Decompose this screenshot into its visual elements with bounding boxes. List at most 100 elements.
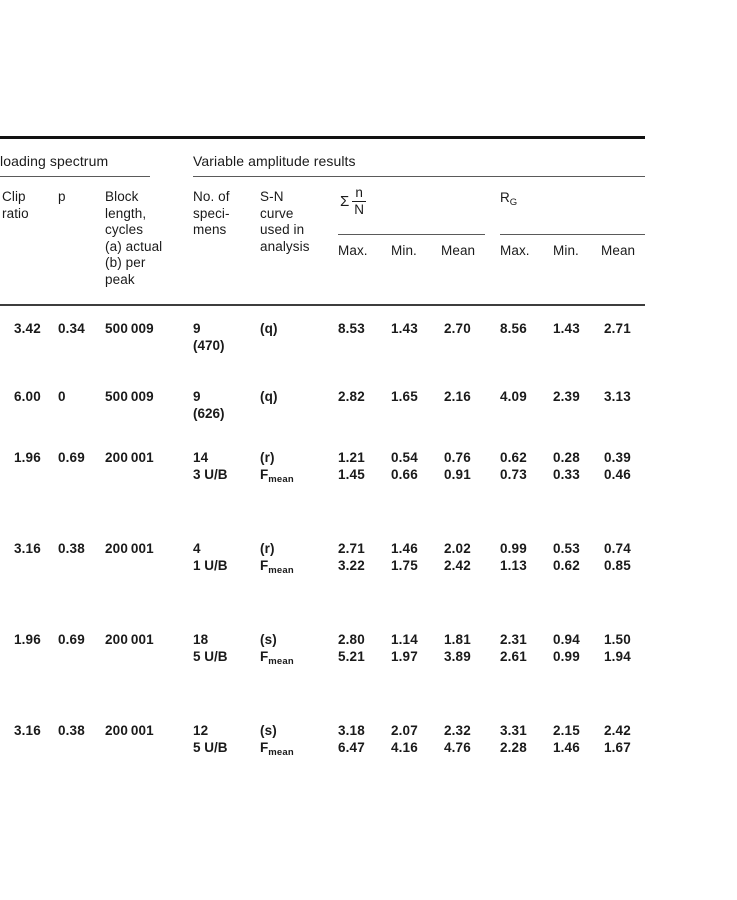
cell-p: 0 (58, 389, 66, 404)
cell-sum-min: 2.07 (391, 723, 418, 738)
cell-rg-max: 4.09 (500, 389, 527, 404)
column-header-sum-min: Min. (391, 243, 417, 258)
cell-sum-max: 2.82 (338, 389, 365, 404)
cell-sn-curve-fmean: Fmean (260, 467, 294, 486)
cell-rg-max: 0.62 (500, 450, 527, 465)
column-header-block-length: Block length, cycles (a) actual (b) per … (105, 189, 163, 287)
fraction-bar (352, 200, 367, 202)
cell-specimens-line1: 9 (193, 321, 201, 336)
fmean-base: F (260, 649, 269, 664)
column-header-sn-curve: S-N curve used in analysis (260, 189, 310, 254)
cell-sum-mean-2: 0.91 (444, 467, 471, 482)
cell-p: 0.34 (58, 321, 85, 336)
cell-sn-curve-line1: (s) (260, 632, 277, 647)
cell-rg-min-2: 0.62 (553, 558, 580, 573)
cell-sum-min: 1.46 (391, 541, 418, 556)
cell-rg-max: 0.99 (500, 541, 527, 556)
cell-specimens-line2: (626) (193, 406, 225, 421)
cell-sum-max: 3.18 (338, 723, 365, 738)
cell-rg-max: 3.31 (500, 723, 527, 738)
group-rule-loading-spectrum (0, 176, 150, 178)
cell-rg-max: 8.56 (500, 321, 527, 336)
cell-specimens-line2: 5 U/B (193, 649, 228, 664)
cell-sn-curve-line1: (q) (260, 321, 278, 336)
cell-sum-min: 1.14 (391, 632, 418, 647)
cell-sum-min-2: 1.75 (391, 558, 418, 573)
cell-rg-min-2: 0.99 (553, 649, 580, 664)
group-header-variable-amplitude-results: Variable amplitude results (193, 153, 356, 169)
cell-rg-min: 0.94 (553, 632, 580, 647)
cell-p: 0.38 (58, 723, 85, 738)
cell-rg-mean: 2.71 (604, 321, 631, 336)
fmean-subscript: mean (268, 473, 294, 485)
column-header-clip-ratio: Clip ratio (2, 189, 29, 221)
cell-rg-mean-2: 0.46 (604, 467, 631, 482)
cell-rg-min: 1.43 (553, 321, 580, 336)
group-rule-variable-amplitude (193, 176, 645, 178)
cell-rg-mean-2: 0.85 (604, 558, 631, 573)
header-body-separator-rule (0, 304, 645, 306)
cell-sum-max: 8.53 (338, 321, 365, 336)
cell-p: 0.69 (58, 450, 85, 465)
cell-sum-min-2: 0.66 (391, 467, 418, 482)
fraction-numerator: n (355, 185, 363, 200)
fmean-subscript: mean (268, 746, 294, 758)
cell-sn-curve-line1: (s) (260, 723, 277, 738)
cell-clip-ratio: 3.42 (14, 321, 41, 336)
cell-sum-min: 0.54 (391, 450, 418, 465)
cell-rg-min-2: 0.33 (553, 467, 580, 482)
cell-sum-max: 2.80 (338, 632, 365, 647)
cell-rg-mean: 2.42 (604, 723, 631, 738)
cell-sum-mean: 0.76 (444, 450, 471, 465)
cell-p: 0.69 (58, 632, 85, 647)
cell-sn-curve-line1: (r) (260, 541, 275, 556)
cell-specimens-line1: 18 (193, 632, 209, 647)
cell-clip-ratio: 1.96 (14, 450, 41, 465)
cell-rg-min-2: 1.46 (553, 740, 580, 755)
cell-rg-mean-2: 1.94 (604, 649, 631, 664)
cell-rg-mean: 0.74 (604, 541, 631, 556)
column-header-sum-mean: Mean (441, 243, 476, 258)
cell-sn-curve-fmean: Fmean (260, 649, 294, 668)
cell-sum-min-2: 4.16 (391, 740, 418, 755)
cell-sum-mean: 1.81 (444, 632, 471, 647)
cell-sum-min: 1.65 (391, 389, 418, 404)
cell-specimens-line2: 1 U/B (193, 558, 228, 573)
cell-sum-max-2: 1.45 (338, 467, 365, 482)
cell-specimens-line1: 9 (193, 389, 201, 404)
rg-subscript: G (509, 196, 518, 208)
fmean-base: F (260, 740, 269, 755)
cell-sum-max: 2.71 (338, 541, 365, 556)
cell-clip-ratio: 6.00 (14, 389, 41, 404)
cell-sn-curve-line1: (q) (260, 389, 278, 404)
cell-block-length: 200 001 (105, 541, 154, 556)
cell-sum-mean-2: 2.42 (444, 558, 471, 573)
cell-rg-max-2: 2.61 (500, 649, 527, 664)
column-header-p: p (58, 189, 66, 204)
column-header-rg-max: Max. (500, 243, 530, 258)
cell-sum-max: 1.21 (338, 450, 365, 465)
subgroup-rule-rg (500, 234, 645, 236)
column-header-rg: RG (500, 190, 517, 209)
cell-specimens-line1: 4 (193, 541, 201, 556)
column-header-sum-n-over-n: Σ n N (340, 185, 367, 217)
cell-sum-mean-2: 4.76 (444, 740, 471, 755)
cell-block-length: 200 001 (105, 632, 154, 647)
cell-specimens-line2: 3 U/B (193, 467, 228, 482)
rg-base: R (500, 190, 510, 205)
cell-specimens-line1: 14 (193, 450, 209, 465)
column-header-rg-min: Min. (553, 243, 579, 258)
cell-specimens-line1: 12 (193, 723, 209, 738)
fmean-subscript: mean (268, 564, 294, 576)
cell-rg-max-2: 0.73 (500, 467, 527, 482)
cell-block-length: 500 009 (105, 321, 154, 336)
cell-block-length: 500 009 (105, 389, 154, 404)
sigma-icon: Σ (340, 192, 350, 210)
fmean-base: F (260, 558, 269, 573)
cell-clip-ratio: 3.16 (14, 541, 41, 556)
cell-rg-mean: 0.39 (604, 450, 631, 465)
cell-sum-min: 1.43 (391, 321, 418, 336)
cell-rg-mean-2: 1.67 (604, 740, 631, 755)
cell-sum-max-2: 3.22 (338, 558, 365, 573)
